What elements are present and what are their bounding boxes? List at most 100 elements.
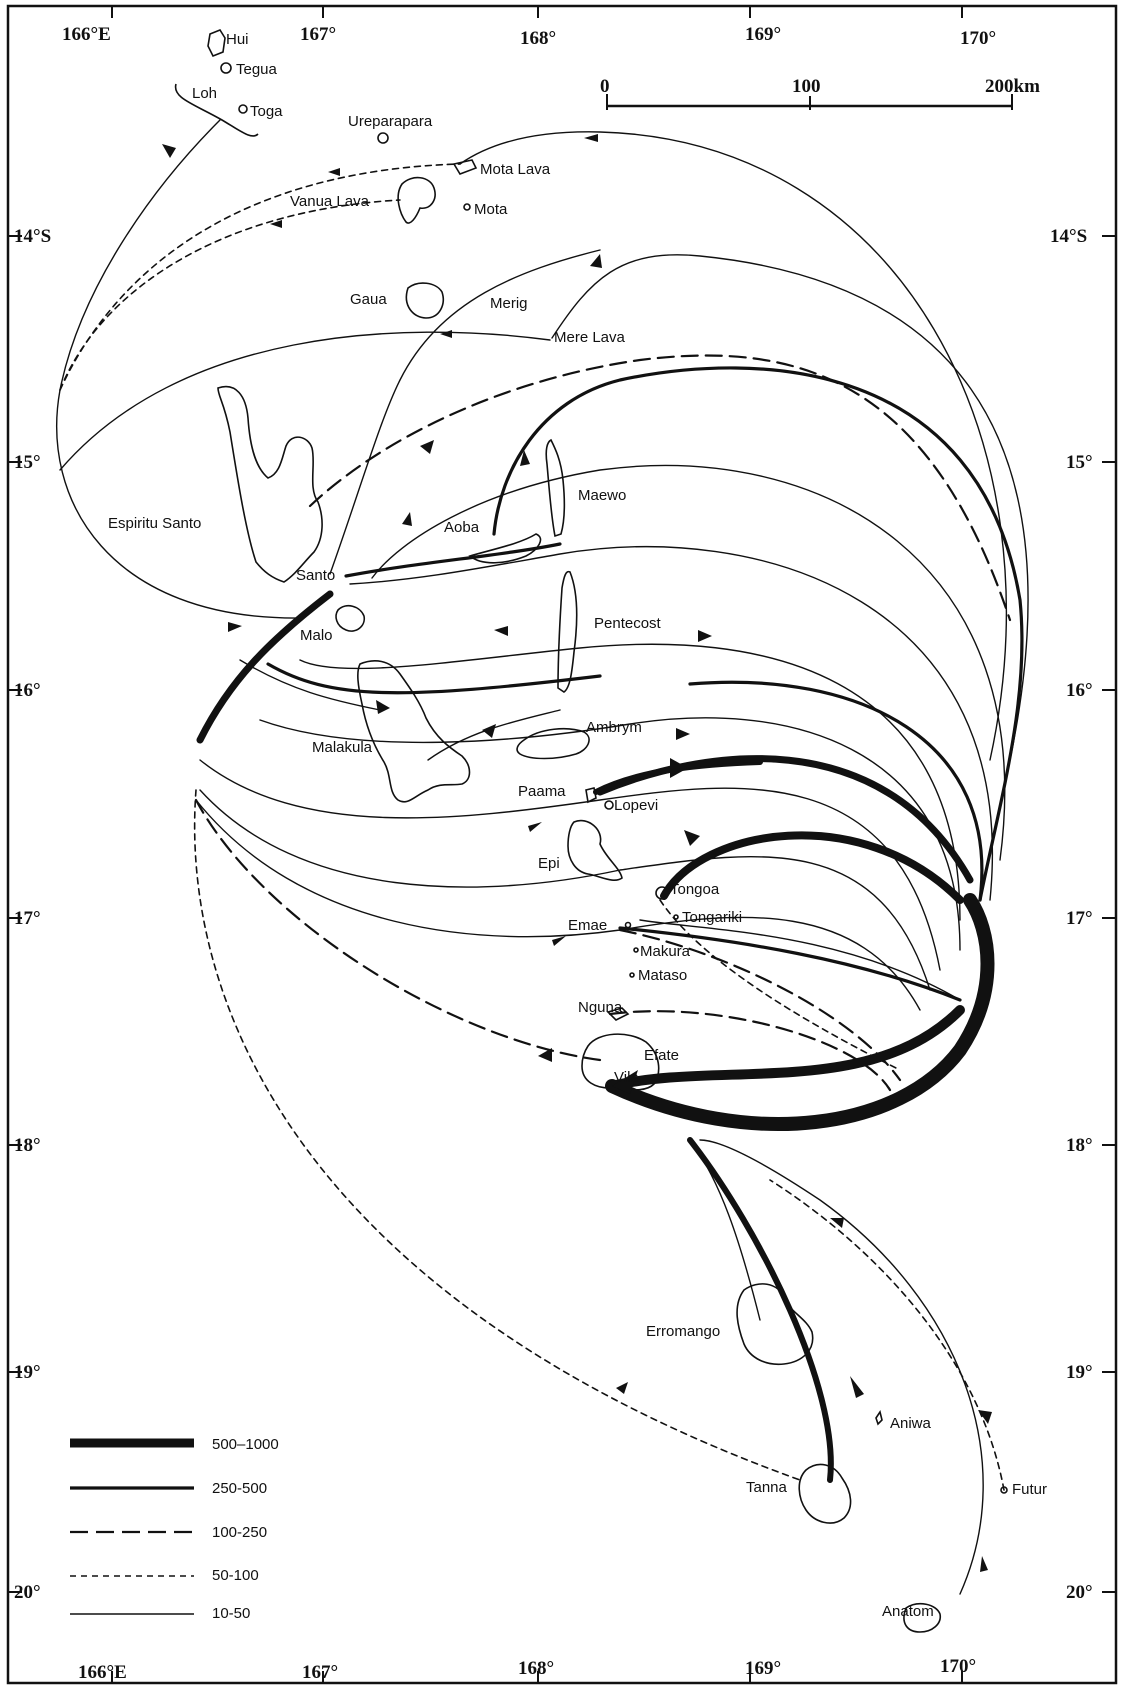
island-toga (238, 104, 248, 114)
lat-label-left: 15° (14, 452, 41, 473)
island-emae (624, 921, 632, 929)
flow-thin (459, 131, 1008, 761)
flow-thick (492, 366, 1024, 902)
place-label-makura: Makura (640, 943, 691, 960)
lon-label-bottom: 169° (745, 1658, 781, 1679)
arrowhead (616, 1382, 628, 1394)
scale-tick-label: 0 (600, 76, 610, 97)
place-label-tanna: Tanna (746, 1479, 788, 1496)
island-maewo (545, 438, 566, 538)
island-malakula (357, 660, 471, 803)
place-label-loh: Loh (192, 85, 217, 102)
arrowhead (402, 512, 412, 526)
flow-thin (329, 249, 601, 575)
island-aniwa (875, 1410, 883, 1426)
flow-short-dash (59, 199, 401, 391)
place-label-nguna: Nguna (578, 999, 623, 1016)
lat-label-left: 20° (14, 1582, 41, 1603)
arrowhead (440, 330, 452, 338)
flow-thin (195, 799, 921, 1011)
arrowhead (590, 254, 602, 268)
flow-thick (688, 680, 984, 902)
place-label-mere-lava: Mere Lava (554, 329, 626, 346)
legend-label: 500–1000 (212, 1436, 279, 1453)
flow-very-thick (687, 1137, 834, 1483)
place-label-paama: Paama (518, 783, 566, 800)
flow-thin (199, 789, 931, 991)
legend: 500–1000 250-500 100-250 50-100 10-50 (70, 1436, 279, 1622)
lat-label-left: 17° (14, 908, 41, 929)
island-pentecost (557, 570, 578, 693)
arrowhead (328, 168, 340, 176)
arrowhead (684, 830, 700, 846)
place-label-efate: Efate (644, 1047, 679, 1064)
map-frame (6, 4, 1118, 1685)
place-label-malo: Malo (300, 627, 333, 644)
flows-thin (56, 119, 1029, 1595)
arrowhead (482, 724, 496, 738)
place-label-erromango: Erromango (646, 1323, 720, 1340)
lat-label-left: 19° (14, 1362, 41, 1383)
place-labels: Hui Tegua Loh Toga Ureparapara Mota Lava… (108, 31, 1047, 1620)
flows-long-dash (194, 354, 1012, 1092)
arrowhead (830, 1218, 844, 1228)
arrowhead (538, 1048, 552, 1062)
lat-label-right: 15° (1066, 452, 1093, 473)
flow-thin (699, 1139, 984, 1595)
lat-label-right: 20° (1066, 1582, 1093, 1603)
place-label-anatom: Anatom (882, 1603, 934, 1620)
island-ureparapara (377, 132, 389, 144)
flows-thick (266, 366, 1024, 1002)
flow-long-dash (608, 1010, 892, 1092)
arrowhead (670, 758, 688, 778)
flow-thin (299, 643, 961, 921)
island-malo (335, 604, 366, 632)
island-lopevi (604, 800, 614, 810)
place-label-mota-lava: Mota Lava (480, 161, 551, 178)
flow-thin (639, 919, 961, 1001)
place-label-espiritu-santo: Espiritu Santo (108, 515, 201, 532)
legend-label: 250-500 (212, 1480, 267, 1497)
lon-label-top: 167° (300, 24, 336, 45)
flow-long-dash (194, 798, 602, 1062)
arrowhead (376, 700, 390, 714)
island-mataso (629, 972, 635, 978)
arrowhead (980, 1556, 988, 1572)
flows-very-thick (196, 590, 995, 1483)
lon-label-bottom: 168° (518, 1658, 554, 1679)
arrowhead (270, 220, 282, 228)
flow-short-dash (659, 899, 901, 1071)
flow-thin (239, 659, 381, 711)
lon-label-top: 169° (745, 24, 781, 45)
lat-label-right: 14°S (1050, 226, 1087, 247)
place-label-lopevi: Lopevi (614, 797, 658, 814)
island-espiritu-santo (217, 385, 323, 583)
flow-very-thick (660, 831, 964, 904)
lat-label-right: 16° (1066, 680, 1093, 701)
place-label-ambrym: Ambrym (586, 719, 642, 736)
place-label-merig: Merig (490, 295, 528, 312)
lat-label-left: 14°S (14, 226, 51, 247)
island-hui (207, 29, 226, 58)
place-label-mataso: Mataso (638, 967, 687, 984)
place-label-vanua-lava: Vanua Lava (290, 193, 370, 210)
flow-thin (551, 254, 1029, 761)
place-label-mota: Mota (474, 201, 508, 218)
flow-very-thick (596, 755, 974, 884)
place-label-maewo: Maewo (578, 487, 626, 504)
place-label-futuna: Futur (1012, 1481, 1047, 1498)
scale-bar: 0 100 200km (600, 76, 1040, 110)
place-label-gaua: Gaua (350, 291, 387, 308)
flow-thin (56, 119, 301, 619)
arrowhead (676, 728, 690, 740)
scale-tick-label: 200km (985, 76, 1040, 97)
flow-arrowheads (162, 134, 992, 1572)
lon-label-top: 166°E (62, 24, 111, 45)
arrowhead (420, 440, 434, 454)
place-label-tegua: Tegua (236, 61, 278, 78)
island-epi (567, 819, 623, 881)
arrowhead (528, 822, 542, 832)
place-label-tongariki: Tongariki (682, 909, 742, 926)
arrowhead (552, 936, 566, 946)
island-loh (174, 83, 259, 137)
